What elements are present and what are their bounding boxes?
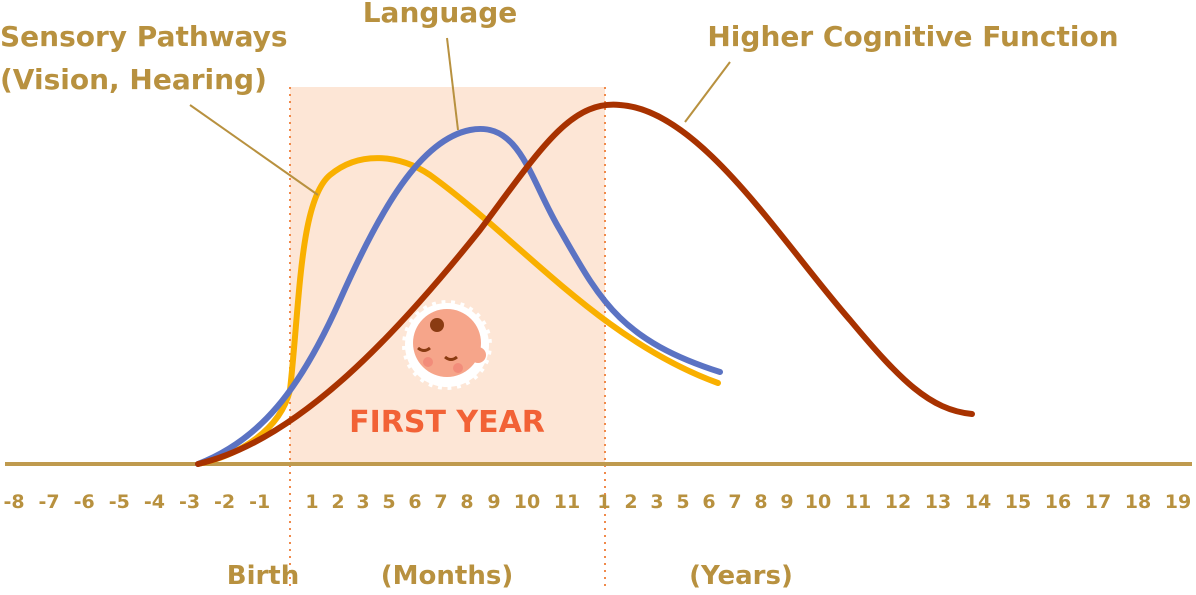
x-tick-label: 19 (1165, 491, 1191, 513)
x-tick-label: 15 (1005, 491, 1031, 513)
x-tick-label: -6 (74, 491, 95, 513)
sensory-label: (Vision, Hearing) (0, 63, 267, 96)
x-tick-label: 1 (597, 491, 610, 513)
x-tick-label: 10 (805, 491, 831, 513)
x-tick-label: 7 (434, 491, 447, 513)
x-tick-label: 8 (754, 491, 767, 513)
x-tick-label: 12 (885, 491, 911, 513)
caption: (Months) (381, 561, 513, 591)
caption: (Years) (689, 561, 793, 591)
x-tick-label: -3 (179, 491, 200, 513)
x-tick-label: -5 (109, 491, 130, 513)
x-tick-label: 10 (514, 491, 540, 513)
sensory-label: Sensory Pathways (0, 20, 288, 53)
x-tick-label: 5 (382, 491, 395, 513)
x-tick-label: -7 (39, 491, 60, 513)
x-tick-label: 3 (650, 491, 663, 513)
leader-line (684, 61, 731, 123)
caption: Birth (227, 561, 300, 591)
leader-line (189, 104, 319, 196)
x-tick-label: 11 (554, 491, 580, 513)
sensory-curve (195, 155, 721, 467)
x-tick-label: 9 (487, 491, 500, 513)
language-curve (195, 125, 723, 467)
x-tick-label: 6 (702, 491, 715, 513)
x-tick-label: -8 (3, 491, 24, 513)
x-tick-label: 17 (1085, 491, 1111, 513)
x-tick-label: 18 (1125, 491, 1151, 513)
leader-line (446, 37, 459, 131)
higher-label: Higher Cognitive Function (707, 20, 1118, 53)
region-label: FIRST YEAR (349, 405, 545, 440)
x-tick-label: -1 (249, 491, 270, 513)
x-tick-label: 9 (780, 491, 793, 513)
x-tick-label: -4 (144, 491, 165, 513)
x-tick-label: 6 (408, 491, 421, 513)
higher-curve (195, 101, 975, 467)
x-tick-label: 3 (356, 491, 369, 513)
x-tick-label: 11 (845, 491, 871, 513)
x-tick-label: 2 (624, 491, 637, 513)
language-label: Language (363, 0, 518, 29)
baby-icon (399, 297, 495, 393)
x-tick-label: 5 (676, 491, 689, 513)
x-tick-label: -2 (214, 491, 235, 513)
x-tick-label: 1 (305, 491, 318, 513)
x-tick-label: 2 (331, 491, 344, 513)
x-tick-label: 14 (965, 491, 991, 513)
x-tick-label: 7 (728, 491, 741, 513)
x-tick-label: 13 (925, 491, 951, 513)
x-tick-label: 16 (1045, 491, 1071, 513)
x-tick-label: 8 (460, 491, 473, 513)
